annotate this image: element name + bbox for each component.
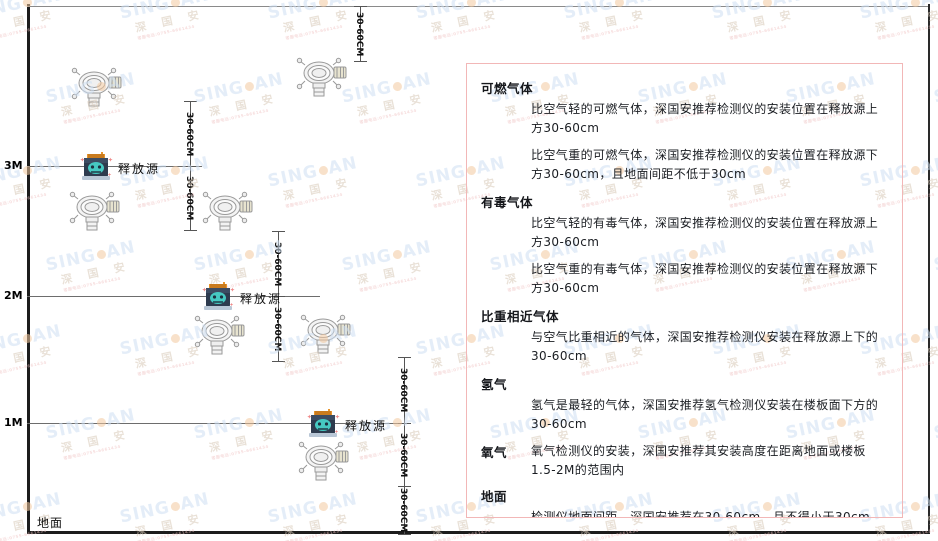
dimension-tick [354, 6, 367, 7]
dimension-tick [272, 361, 285, 362]
guideline-paragraph: 检测仪地面间距，深国安推荐在30-60cm，且不得小于30cm，因为过低容易水溅… [531, 510, 883, 518]
guideline-section-title: 有毒气体 [481, 195, 534, 210]
guideline-section-title: 可燃气体 [481, 81, 534, 96]
installation-guidelines-panel: 可燃气体比空气轻的可燃气体，深国安推荐检测仪的安装位置在释放源上方30-60cm… [466, 63, 903, 518]
dimension-label: 30-60CM [398, 488, 408, 533]
gas-detector-icon [201, 190, 257, 236]
gas-detector-icon [297, 440, 353, 486]
dimension-label: 30-60CM [184, 176, 194, 221]
guideline-section: 比重相近气体与空气比重相近的气体，深国安推荐检测仪安装在释放源上下的30-60c… [481, 306, 890, 366]
dimension-label: 30-60CM [272, 306, 282, 351]
guideline-section: 氧气 氧气检测仪的安装，深国安推荐其安装高度在距离地面或楼板1.5-2M的范围内 [481, 442, 890, 480]
guideline-section-title: 氧气 [481, 445, 508, 460]
dimension-line [278, 296, 279, 361]
dimension-tick [184, 101, 197, 102]
dimension-tick [184, 166, 197, 167]
release-source-icon [307, 407, 341, 439]
guideline-paragraph: 比空气轻的有毒气体，深国安推荐检测仪的安装位置在释放源上方30-60cm [531, 216, 879, 249]
ceiling-line [27, 6, 928, 7]
guideline-section-title: 地面 [481, 489, 508, 504]
dimension-label: 30-60CM [184, 111, 194, 156]
guideline-paragraph: 氧气检测仪的安装，深国安推荐其安装高度在距离地面或楼板1.5-2M的范围内 [531, 444, 866, 477]
ground-label: 地面 [37, 516, 64, 530]
dimension-tick [272, 231, 285, 232]
gas-detector-icon [68, 190, 124, 236]
dimension-label: 30-60CM [398, 368, 408, 413]
guideline-section-title: 氢气 [481, 377, 508, 392]
level-line-3m [27, 166, 202, 167]
dimension-line [278, 231, 279, 296]
dimension-tick [354, 61, 367, 62]
guideline-paragraph: 比空气重的有毒气体，深国安推荐检测仪的安装位置在释放源下方30-60cm [531, 262, 879, 295]
dimension-tick [398, 486, 411, 487]
guideline-paragraph: 氢气是最轻的气体，深国安推荐氢气检测仪安装在楼板面下方的30-60cm [531, 398, 879, 431]
guideline-section: 有毒气体比空气轻的有毒气体，深国安推荐检测仪的安装位置在释放源上方30-60cm… [481, 192, 890, 298]
dimension-tick [272, 296, 285, 297]
level-label-1m: 1M [4, 416, 23, 429]
level-line-1m [27, 423, 410, 424]
dimension-line [190, 101, 191, 166]
dimension-line [404, 486, 405, 534]
level-label-3m: 3M [4, 159, 23, 172]
level-label-2m: 2M [4, 289, 23, 302]
gas-detector-icon [70, 66, 126, 112]
guideline-section-title: 比重相近气体 [481, 309, 560, 324]
release-source-icon [80, 150, 114, 182]
dimension-label: 30-60CM [398, 432, 408, 477]
gas-detector-icon [299, 313, 355, 359]
guideline-section: 可燃气体比空气轻的可燃气体，深国安推荐检测仪的安装位置在释放源上方30-60cm… [481, 78, 890, 184]
gas-detector-icon [295, 56, 351, 102]
guideline-paragraph: 比空气重的可燃气体，深国安推荐检测仪的安装位置在释放源下方30-60cm，且地面… [531, 148, 879, 181]
dimension-tick [398, 357, 411, 358]
gas-detector-icon [193, 314, 249, 360]
dimension-tick [398, 423, 411, 424]
dimension-label: 30-60CM [272, 241, 282, 286]
dimension-line [190, 166, 191, 230]
level-line-2m [27, 296, 320, 297]
guideline-section: 地面检测仪地面间距，深国安推荐在30-60cm，且不得小于30cm，因为过低容易… [481, 486, 890, 518]
release-source-label: 释放源 [118, 162, 161, 176]
dimension-tick [398, 534, 411, 535]
dimension-tick [184, 230, 197, 231]
room-frame [27, 4, 930, 534]
release-source-icon [202, 280, 236, 312]
guideline-paragraph: 比空气轻的可燃气体，深国安推荐检测仪的安装位置在释放源上方30-60cm [531, 102, 879, 135]
release-source-label: 释放源 [345, 419, 388, 433]
dimension-line [404, 423, 405, 486]
release-source-label: 释放源 [240, 292, 283, 306]
dimension-line [404, 357, 405, 423]
dimension-line [360, 6, 361, 61]
guideline-paragraph: 与空气比重相近的气体，深国安推荐检测仪安装在释放源上下的30-60cm [531, 330, 879, 363]
dimension-label: 30-60CM [354, 11, 364, 56]
guideline-section: 氢气氢气是最轻的气体，深国安推荐氢气检测仪安装在楼板面下方的30-60cm [481, 374, 890, 434]
